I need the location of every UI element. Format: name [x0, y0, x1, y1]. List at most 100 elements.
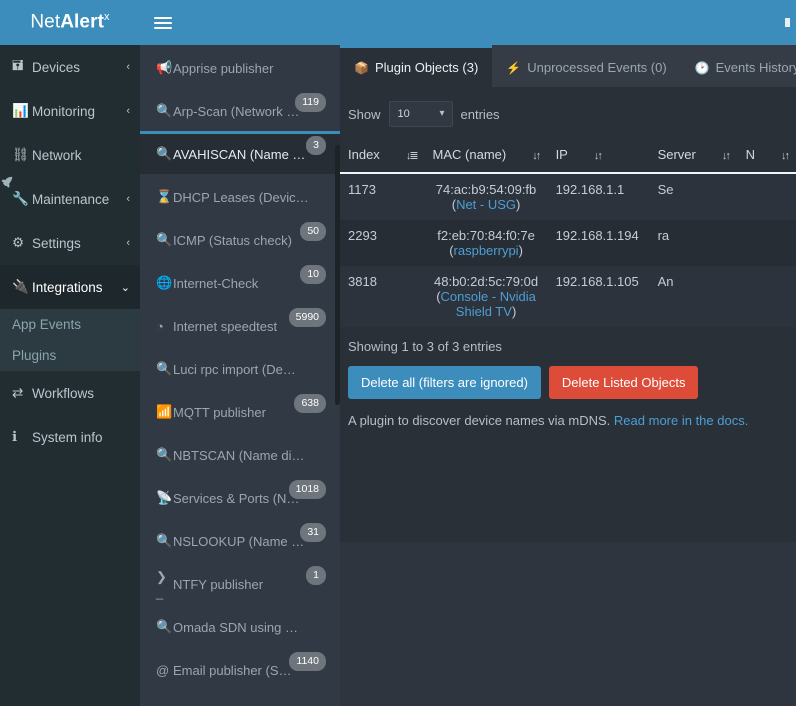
- plugin-description: A plugin to discover device names via mD…: [340, 399, 796, 428]
- plug-icon: 🔌: [12, 279, 29, 294]
- column-label: MAC (name): [432, 147, 507, 162]
- sidebar-subitem-plugins[interactable]: Plugins: [0, 340, 140, 371]
- app-header: NetAlertx: [0, 0, 796, 45]
- plugin-item-badge: 10: [300, 265, 326, 284]
- sitemap-icon: ⛓: [12, 147, 30, 162]
- search-icon: 🔍: [156, 447, 173, 462]
- cell-server: ra: [657, 228, 670, 243]
- plugin-list-item[interactable]: 🔍 Luci rpc import (De…: [140, 346, 340, 389]
- sidebar-item-maintenance[interactable]: 🔧 Maintenance ‹: [0, 177, 140, 221]
- sort-icon: ↓≣: [405, 150, 419, 162]
- integrations-submenu: App Events Plugins: [0, 309, 140, 371]
- rocket-pin-icon[interactable]: [0, 176, 14, 190]
- table-header-n[interactable]: N ↓↑: [737, 141, 796, 174]
- megaphone-icon: 📢: [156, 60, 173, 75]
- plugin-item-badge: 31: [300, 523, 326, 542]
- app-logo[interactable]: NetAlertx: [0, 0, 140, 45]
- main-content: 📦 Plugin Objects (3) ⚡ Unprocessed Events (…: [340, 45, 796, 706]
- sidebar-subitem-app-events[interactable]: App Events: [0, 309, 140, 340]
- logo-superscript: x: [104, 11, 110, 24]
- plugin-list-item[interactable]: 📡 Services & Ports (N… 1018: [140, 475, 340, 518]
- sidebar-item-label: Maintenance: [32, 191, 110, 207]
- plugin-list-item[interactable]: 🔍 NSLOOKUP (Name … 31: [140, 518, 340, 561]
- showing-entries-info: Showing 1 to 3 of 3 entries: [348, 339, 502, 354]
- table-header-server[interactable]: Server ↓↑: [649, 141, 738, 174]
- laptop-icon: 🖬: [12, 57, 24, 73]
- search-icon: 🔍: [156, 103, 173, 118]
- plugin-list-item[interactable]: @ Email publisher (S… 1140: [140, 647, 340, 690]
- plugin-list-panel: 📢 Apprise publisher 🔍 Arp-Scan (Network … 11…: [140, 45, 340, 706]
- cube-icon: 📦: [354, 60, 369, 75]
- cell-server: An: [657, 274, 674, 289]
- plugin-item-badge: 638: [294, 394, 326, 413]
- table-row[interactable]: 2293 f2:eb:70:84:f0:7e (raspberrypi) 192.16…: [340, 220, 796, 266]
- info-icon: ℹ: [12, 429, 18, 444]
- gear-icon: ⚙: [12, 235, 25, 250]
- sort-icon: ↓↑: [721, 150, 731, 162]
- plugin-list-item[interactable]: ◔ Internet speedtest 5990: [140, 303, 340, 346]
- plugin-list-item[interactable]: 🌐 Internet-Check 10: [140, 260, 340, 303]
- search-icon: 🔍: [156, 533, 173, 548]
- device-name-link[interactable]: raspberrypi: [453, 243, 519, 258]
- plugin-list-item[interactable]: 🔍 Omada SDN using …: [140, 604, 340, 647]
- table-header-index[interactable]: Index ↓≣: [340, 141, 425, 174]
- sidebar-item-workflows[interactable]: ⇄ Workflows: [0, 371, 140, 415]
- sidebar-item-label: System info: [32, 429, 103, 445]
- tab-events[interactable]: 🕑 Events History (6): [680, 45, 796, 87]
- sidebar-item-integrations[interactable]: 🔌 Integrations ⌄: [0, 265, 140, 309]
- chevron-icon: ‹: [126, 105, 130, 117]
- sidebar-item-monitoring[interactable]: 📊 Monitoring ‹: [0, 89, 140, 133]
- sort-icon: ↓↑: [593, 150, 603, 162]
- sort-icon: ↓↑: [781, 150, 790, 162]
- column-label: Server: [657, 147, 696, 162]
- sidebar-item-label: Workflows: [32, 385, 95, 401]
- sidebar-item-devices[interactable]: 🖬 Devices ‹: [0, 45, 140, 89]
- header-right-icon[interactable]: [782, 0, 790, 45]
- plugin-list-item[interactable]: 🔍 AVAHISCAN (Name … 3: [140, 131, 340, 174]
- plugin-list-item[interactable]: 🔍 ICMP (Status check) 50: [140, 217, 340, 260]
- table-row[interactable]: 1173 74:ac:b9:54:09:fb (Net - USG) 192.168.…: [340, 173, 796, 220]
- bolt-icon: ⚡: [506, 60, 522, 75]
- tab-unprocessed[interactable]: ⚡ Unprocessed Events (0): [492, 45, 681, 87]
- device-name-link[interactable]: Console - Nvidia Shield TV: [440, 289, 536, 319]
- table-header-macname[interactable]: MAC (name) ↓↑: [424, 141, 548, 174]
- plugin-item-badge: 5990: [288, 308, 326, 327]
- cell-mac: 48:b0:2d:5c:79:0d (Console - Nvidia Shiel…: [434, 274, 539, 319]
- plugin-list-scrollbar[interactable]: [335, 45, 340, 706]
- plugin-list-item[interactable]: ⌛ DHCP Leases (Devic…: [140, 174, 340, 217]
- delete-all-button[interactable]: Delete all (filters are ignored): [348, 366, 541, 399]
- plugin-item-label: NTFY publisher: [173, 576, 264, 592]
- cell-n: [738, 220, 796, 266]
- logo-part1: Net: [30, 11, 61, 33]
- entries-select[interactable]: 102550100: [388, 101, 453, 127]
- device-name-link[interactable]: Net - USG: [456, 197, 517, 212]
- hamburger-icon[interactable]: [154, 16, 172, 29]
- plugin-list-item[interactable]: 🔍 NBTSCAN (Name di…: [140, 432, 340, 475]
- table-header-ip[interactable]: IP ↓↑: [547, 141, 650, 174]
- sidebar-item-settings[interactable]: ⚙ Settings ‹: [0, 221, 140, 265]
- chart-icon: 📊: [12, 103, 29, 118]
- logo-part2: Alert: [60, 11, 105, 33]
- plugin-list-item[interactable]: 📢 Apprise publisher: [140, 45, 340, 88]
- plugin-list-item[interactable]: 📶 MQTT publisher 638: [140, 389, 340, 432]
- signal-icon: 📡: [156, 490, 173, 505]
- column-label: Index: [348, 147, 380, 162]
- table-row[interactable]: 3818 48:b0:2d:5c:79:0d (Console - Nvidia S…: [340, 266, 796, 327]
- cell-ip: 192.168.1.105: [555, 274, 639, 289]
- chevron-icon: ‹: [126, 237, 130, 249]
- wrench-icon: 🔧: [12, 191, 29, 206]
- delete-listed-button[interactable]: Delete Listed Objects: [548, 366, 699, 399]
- plugin-list-item[interactable]: ❯_ NTFY publisher 1: [140, 561, 340, 604]
- show-label: Show: [348, 106, 381, 122]
- column-label: IP: [555, 147, 568, 162]
- table-header-row: Index ↓≣ MAC (name) ↓↑ IP ↓↑ Server ↓↑ N ↓↑: [340, 141, 796, 174]
- cell-ip: 192.168.1.1: [555, 182, 625, 197]
- sidebar-item-system-info[interactable]: ℹ System info: [0, 415, 140, 459]
- sidebar-item-network[interactable]: ⛓ Network: [0, 133, 140, 177]
- sidebar-subitem-label: Plugins: [12, 348, 57, 363]
- docs-link[interactable]: Read more in the docs.: [613, 413, 749, 428]
- search-icon: 🔍: [156, 146, 173, 161]
- plugin-item-badge: 1140: [289, 652, 326, 671]
- tab-plugin[interactable]: 📦 Plugin Objects (3): [340, 45, 493, 87]
- plugin-list-item[interactable]: 🔍 Arp-Scan (Network … 119: [140, 88, 340, 131]
